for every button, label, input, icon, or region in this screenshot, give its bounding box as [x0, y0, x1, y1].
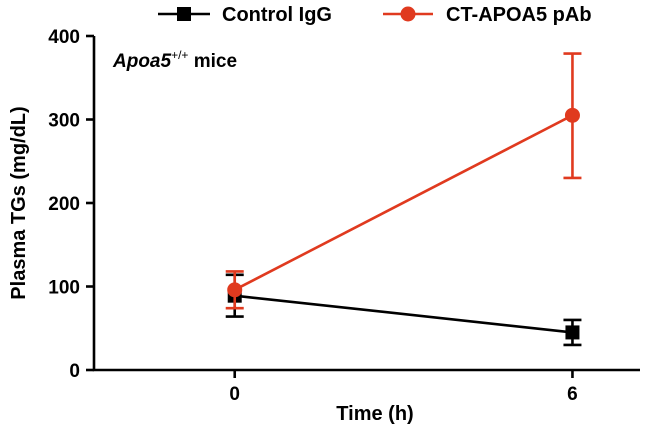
x-axis-label: Time (h) [336, 403, 413, 425]
legend-marker-ctapoa5 [400, 6, 416, 22]
x-tick-label-6: 6 [567, 384, 578, 405]
annotation-gene: Apoa5 [112, 51, 172, 72]
annotation: Apoa5+/+ mice [112, 48, 237, 72]
legend-marker-control [177, 7, 191, 21]
legend-label-control: Control IgG [222, 4, 332, 26]
series-1 [225, 52, 582, 310]
y-tick-label-200: 200 [48, 194, 80, 215]
y-tick-label-400: 400 [48, 27, 80, 48]
series-layer [225, 52, 582, 347]
series-line-0 [234, 294, 573, 334]
y-ticks: 0 100 200 300 400 [48, 27, 94, 382]
series-0 [225, 273, 582, 347]
axes [92, 36, 640, 372]
y-tick-label-100: 100 [48, 278, 80, 299]
point-1-0 [227, 282, 243, 298]
annotation-genotype: +/+ [171, 48, 188, 62]
point-1-1 [564, 107, 580, 123]
legend-label-ctapoa5: CT-APOA5 pAb [446, 4, 592, 26]
x-tick-label-0: 0 [229, 384, 240, 405]
annotation-suffix: mice [188, 51, 237, 72]
y-tick-label-0: 0 [69, 361, 80, 382]
series-line-1 [234, 114, 574, 291]
legend: Control IgG CT-APOA5 pAb [158, 4, 592, 26]
y-axis-label: Plasma TGs (mg/dL) [8, 106, 30, 299]
point-0-1 [565, 325, 580, 340]
y-tick-label-300: 300 [48, 111, 80, 132]
